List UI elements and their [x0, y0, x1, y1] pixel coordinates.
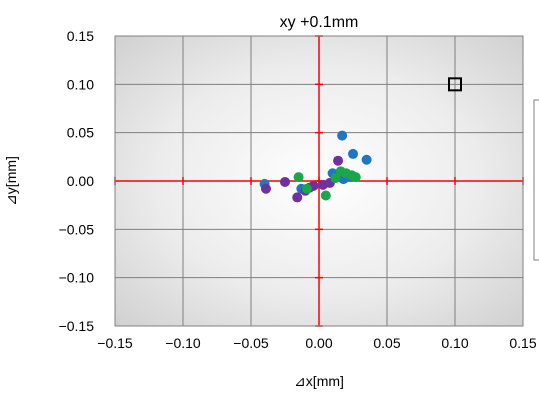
y-tick-label: −0.15: [59, 318, 95, 334]
data-point: [333, 155, 344, 166]
x-axis-label: ⊿x[mm]: [294, 373, 344, 389]
y-tick-label: 0.05: [67, 125, 94, 141]
chart-title: xy +0.1mm: [280, 14, 359, 31]
data-point: [292, 192, 303, 203]
plot-border: [114, 35, 524, 327]
y-axis-label: ⊿y[mm]: [3, 156, 19, 206]
data-point: [301, 183, 312, 194]
x-tick-label: 0.05: [373, 335, 400, 351]
data-point: [293, 172, 304, 183]
x-tick-label: 0.10: [441, 335, 468, 351]
y-tick-label: −0.05: [59, 221, 95, 237]
data-point: [348, 148, 358, 159]
x-tick-label: 0.00: [305, 335, 332, 351]
target-marker: [448, 77, 462, 92]
x-tick-label: 0.15: [509, 335, 536, 351]
data-point: [350, 172, 361, 183]
legend-box: [533, 99, 539, 261]
x-tick-label: −0.05: [233, 335, 269, 351]
data-point: [320, 190, 331, 201]
data-point: [330, 173, 341, 184]
x-tick-label: −0.15: [97, 335, 133, 351]
y-tick-label: 0.00: [67, 173, 94, 189]
data-point: [260, 183, 271, 194]
tick-labels: −0.15−0.15 −0.10 −0.10 −0.05 −0.05 0.00 0.00 0.…: [59, 28, 537, 351]
data-point: [341, 168, 352, 179]
x-tick-label: −0.10: [165, 335, 201, 351]
y-tick-label: −0.10: [59, 270, 95, 286]
data-point: [280, 176, 290, 187]
data-point: [361, 154, 372, 165]
y-tick-label: 0.10: [67, 76, 94, 92]
data-points: [259, 77, 462, 203]
y-tick-label: 0.15: [67, 28, 94, 44]
data-point: [337, 130, 348, 141]
